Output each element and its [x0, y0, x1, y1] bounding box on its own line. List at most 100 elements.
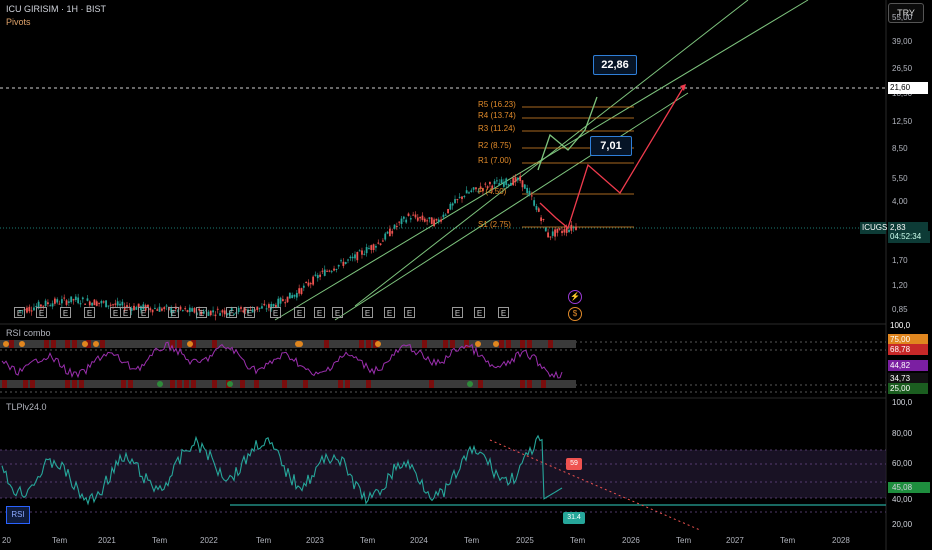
candle — [49, 305, 52, 307]
rsi-block — [212, 380, 217, 388]
candle — [116, 301, 119, 306]
rsi-block — [177, 340, 182, 348]
earnings-marker[interactable]: E — [362, 307, 373, 318]
earnings-marker[interactable]: E — [14, 307, 25, 318]
candle — [379, 243, 382, 245]
earnings-marker[interactable]: E — [404, 307, 415, 318]
candle — [326, 270, 328, 272]
candle — [42, 305, 45, 307]
earnings-marker[interactable]: E — [294, 307, 305, 318]
tlpiv-axis-label: 40,00 — [892, 495, 913, 504]
rsi-block — [170, 380, 175, 388]
candle — [442, 214, 445, 218]
candle — [484, 183, 487, 185]
rsi-signal-dot — [157, 381, 163, 387]
price-tick: 4,00 — [892, 196, 908, 206]
pivot-label: P (4.50) — [478, 187, 507, 196]
candle — [186, 310, 189, 313]
time-tick: 2022 — [200, 536, 218, 545]
rsi-toggle-button[interactable]: RSI — [6, 506, 30, 524]
price-tick: 1,20 — [892, 280, 908, 290]
candle — [468, 192, 470, 194]
candle — [21, 310, 24, 312]
rsi-block — [79, 380, 84, 388]
candle — [163, 307, 166, 310]
candle — [349, 256, 352, 259]
candle — [251, 309, 254, 313]
rsi-block — [338, 380, 343, 388]
candle — [430, 217, 433, 225]
candle — [477, 191, 480, 193]
rsi-axis-label: 34,73 — [888, 373, 928, 384]
time-tick: 2025 — [516, 536, 534, 545]
earnings-marker[interactable]: E — [168, 307, 179, 318]
rsi-block — [30, 380, 35, 388]
candle — [172, 311, 175, 313]
dividend-icon[interactable]: $ — [568, 307, 582, 321]
earnings-marker[interactable]: E — [226, 307, 237, 318]
candle — [516, 177, 519, 181]
rsi-block — [520, 340, 525, 348]
candle — [91, 302, 94, 306]
candle — [416, 217, 419, 221]
time-tick: Tem — [464, 536, 480, 545]
indicator-label: Pivots — [6, 17, 31, 27]
candle — [35, 305, 38, 308]
candle — [212, 310, 214, 313]
rsi-block — [72, 340, 77, 348]
candle — [465, 190, 468, 194]
rsi-signal-dot — [227, 381, 233, 387]
earnings-marker[interactable]: E — [138, 307, 149, 318]
candle — [263, 303, 266, 306]
rsi-block — [464, 340, 469, 348]
lightning-icon[interactable]: ⚡ — [568, 290, 582, 304]
rsi-signal-dot — [467, 381, 473, 387]
candle — [200, 311, 203, 315]
candle — [86, 298, 89, 301]
time-tick: Tem — [780, 536, 796, 545]
rsi-block — [44, 340, 49, 348]
candle — [286, 296, 289, 303]
candle — [314, 274, 317, 276]
candle — [214, 314, 217, 317]
candle — [51, 303, 54, 307]
tlpiv-title: TLPlv24.0 — [6, 402, 47, 412]
candle — [291, 295, 294, 298]
earnings-marker[interactable]: E — [244, 307, 255, 318]
candle — [223, 310, 226, 315]
earnings-marker[interactable]: E — [196, 307, 207, 318]
candle — [95, 301, 98, 306]
rsi-block — [170, 340, 175, 348]
candle — [330, 271, 333, 273]
candle — [319, 274, 322, 277]
rsi-block — [2, 380, 7, 388]
candle — [170, 307, 173, 313]
earnings-marker[interactable]: E — [474, 307, 485, 318]
tlpiv-axis-label: 100,0 — [892, 398, 913, 407]
earnings-marker[interactable]: E — [60, 307, 71, 318]
earnings-marker[interactable]: E — [36, 307, 47, 318]
candle — [342, 261, 345, 266]
candle — [179, 306, 182, 310]
candle — [433, 219, 435, 227]
earnings-marker[interactable]: E — [120, 307, 131, 318]
earnings-marker[interactable]: E — [84, 307, 95, 318]
candle — [363, 253, 366, 255]
candle — [184, 308, 187, 310]
candle — [572, 227, 575, 229]
price-tick: 39,00 — [892, 37, 913, 47]
candle — [375, 245, 377, 248]
candle — [228, 313, 231, 315]
candle — [93, 299, 96, 306]
candle — [361, 250, 363, 255]
currency-button[interactable]: TRY — [888, 3, 924, 23]
earnings-marker[interactable]: E — [270, 307, 281, 318]
earnings-marker[interactable]: E — [452, 307, 463, 318]
earnings-marker[interactable]: E — [384, 307, 395, 318]
earnings-marker[interactable]: E — [314, 307, 325, 318]
rsi-block — [366, 380, 371, 388]
earnings-marker[interactable]: E — [332, 307, 343, 318]
candle — [181, 310, 184, 312]
earnings-marker[interactable]: E — [498, 307, 509, 318]
